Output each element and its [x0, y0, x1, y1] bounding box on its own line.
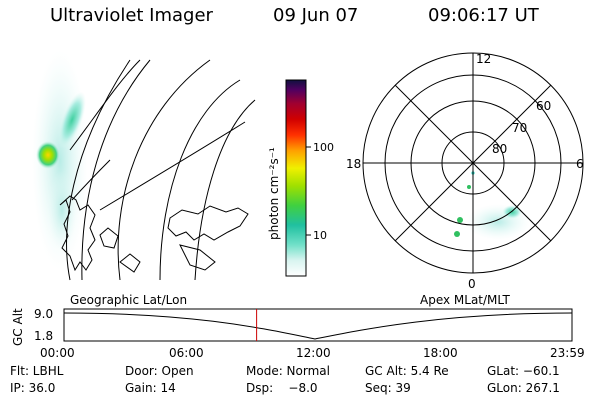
filter-info: Flt: LBHL — [10, 364, 64, 378]
timeline-frame — [63, 308, 573, 342]
polar-emission-spot — [457, 217, 463, 223]
polar-plot: 12 18 6 0 60 70 80 — [346, 52, 584, 291]
coastline — [99, 227, 119, 249]
x-tick-label: 06:00 — [169, 346, 204, 360]
globe-image — [32, 50, 256, 281]
timeline-right-caption: Apex MLat/MLT — [420, 293, 510, 307]
meridian-line — [117, 59, 211, 281]
instrument-title: Ultraviolet Imager — [50, 5, 213, 26]
globe-limb — [66, 59, 131, 281]
x-tick-label: 23:59 — [550, 346, 585, 360]
timeline-panel: Geographic Lat/Lon Apex MLat/MLT 9.0 1.8… — [11, 293, 585, 360]
y-tick-label: 1.8 — [34, 329, 53, 343]
x-tick-label: 00:00 — [40, 346, 75, 360]
y-tick-label: 9.0 — [34, 307, 53, 321]
colorbar-tick-label: 100 — [313, 141, 334, 154]
coastline — [59, 195, 96, 272]
meridian-line — [81, 59, 151, 281]
mlt-label-6: 6 — [576, 157, 584, 171]
ip-info: IP: 36.0 — [10, 381, 56, 395]
latitude-line — [71, 159, 111, 201]
time-label: 09:06:17 UT — [428, 5, 539, 26]
dsp-info: Dsp: −8.0 — [246, 381, 318, 395]
mlt-label-12: 12 — [476, 52, 491, 66]
meridian-line — [194, 99, 256, 281]
emission-hotspot — [36, 141, 60, 169]
seq-info: Seq: 39 — [365, 381, 411, 395]
polar-meridian — [394, 84, 552, 242]
gc-alt-info: GC Alt: 5.4 Re — [365, 364, 449, 378]
x-tick-label: 18:00 — [423, 346, 458, 360]
glat-info: GLat: −60.1 — [487, 364, 560, 378]
timeline-axis-label: GC Alt — [11, 308, 25, 346]
emission-arc — [58, 91, 86, 149]
coastline — [119, 253, 141, 273]
door-info: Door: Open — [125, 364, 194, 378]
polar-emission-spot — [467, 185, 471, 189]
emission-lower — [48, 170, 76, 250]
date-label: 09 Jun 07 — [273, 5, 359, 26]
colorbar-tick-label: 10 — [313, 229, 327, 242]
mlt-label-18: 18 — [346, 157, 361, 171]
mode-info: Mode: Normal — [246, 364, 330, 378]
colorbar: 100 10 photon cm⁻²s⁻¹ — [267, 79, 334, 277]
altitude-curve — [63, 312, 573, 340]
meridian-line — [159, 79, 241, 281]
colorbar-scale — [285, 79, 307, 277]
lat-label-60: 60 — [536, 99, 551, 113]
lat-label-70: 70 — [512, 121, 527, 135]
coastline — [179, 244, 216, 271]
glon-info: GLon: 267.1 — [487, 381, 560, 395]
polar-emission-spot — [454, 231, 460, 237]
mlt-label-0: 0 — [468, 277, 476, 291]
latitude-line — [69, 59, 141, 151]
timeline-left-caption: Geographic Lat/Lon — [70, 293, 187, 307]
coastline — [167, 205, 249, 241]
polar-emission — [502, 205, 522, 219]
colorbar-label: photon cm⁻²s⁻¹ — [267, 147, 281, 240]
x-tick-label: 12:00 — [296, 346, 331, 360]
gain-info: Gain: 14 — [125, 381, 176, 395]
lat-label-80: 80 — [492, 142, 507, 156]
latitude-line — [99, 121, 246, 211]
